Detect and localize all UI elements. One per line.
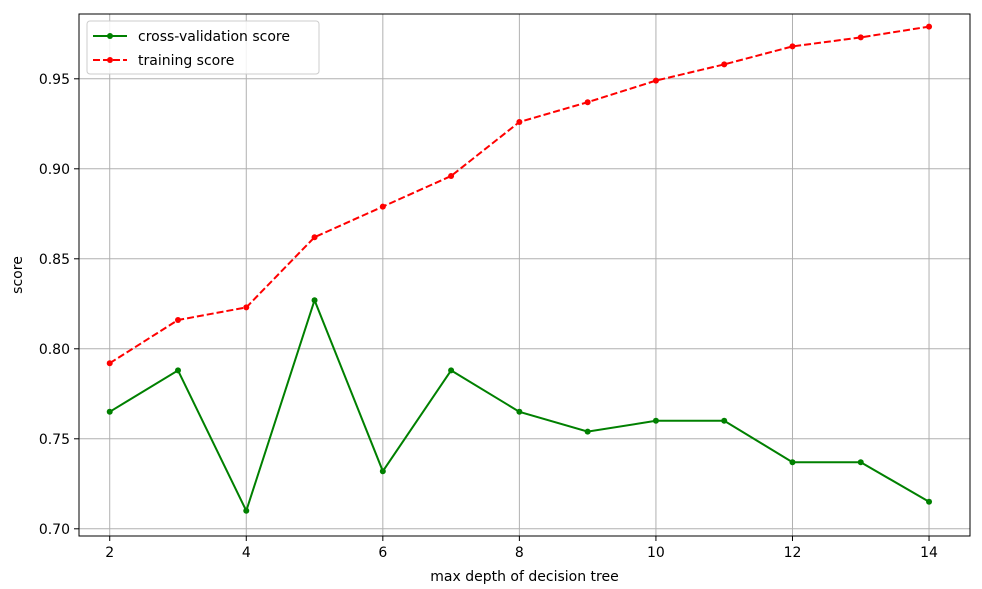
data-point	[721, 61, 728, 68]
series-0	[106, 297, 933, 514]
data-point	[243, 507, 250, 514]
data-point	[175, 367, 181, 374]
data-point	[857, 459, 864, 466]
y-tick-label: 0.90	[39, 162, 70, 178]
legend-label: cross-validation score	[138, 29, 290, 45]
data-point	[448, 173, 455, 179]
data-point	[926, 498, 933, 505]
data-point	[652, 77, 659, 84]
data-point	[379, 203, 386, 210]
y-tick-label: 0.70	[39, 522, 70, 538]
data-point	[379, 468, 386, 475]
y-tick-label: 0.80	[39, 342, 70, 358]
data-point	[584, 99, 591, 106]
data-point	[311, 234, 318, 241]
legend-marker	[107, 33, 113, 39]
series-1	[106, 23, 933, 367]
data-point	[584, 428, 591, 435]
legend-label: training score	[138, 53, 234, 69]
y-tick-label: 0.75	[39, 432, 70, 448]
data-point	[516, 119, 523, 125]
grid	[79, 14, 970, 536]
x-tick-label: 14	[920, 545, 938, 561]
legend-box	[86, 20, 320, 75]
x-axis-label: max depth of decision tree	[430, 569, 618, 585]
data-point	[448, 367, 455, 374]
data-point	[721, 417, 728, 424]
x-tick-label: 8	[515, 545, 524, 561]
data-point	[652, 417, 659, 424]
legend-marker	[107, 57, 113, 63]
data-point	[789, 459, 796, 466]
y-axis-label: score	[10, 256, 26, 294]
x-tick-label: 6	[378, 545, 387, 561]
data-point	[106, 360, 113, 367]
plot-frame	[78, 13, 971, 537]
data-point	[926, 23, 933, 30]
x-tick-label: 2	[105, 545, 114, 561]
data-point	[516, 408, 523, 415]
data-point	[857, 34, 864, 41]
y-tick-label: 0.85	[39, 252, 70, 268]
data-point	[311, 297, 318, 304]
data-point	[175, 317, 181, 323]
y-tick-label: 0.95	[39, 72, 70, 88]
data-point	[106, 408, 113, 415]
x-tick-label: 10	[647, 545, 665, 561]
ticks: 2 4 6 8 10 12 14 0.70 0.75 0.80 0.85 0.90 0.95	[39, 72, 938, 561]
data-point	[789, 43, 796, 50]
x-tick-label: 4	[242, 545, 251, 561]
data-point	[243, 304, 250, 311]
legend: cross-validation score training score	[86, 20, 320, 75]
series-layer	[106, 23, 933, 514]
x-tick-label: 12	[784, 545, 802, 561]
